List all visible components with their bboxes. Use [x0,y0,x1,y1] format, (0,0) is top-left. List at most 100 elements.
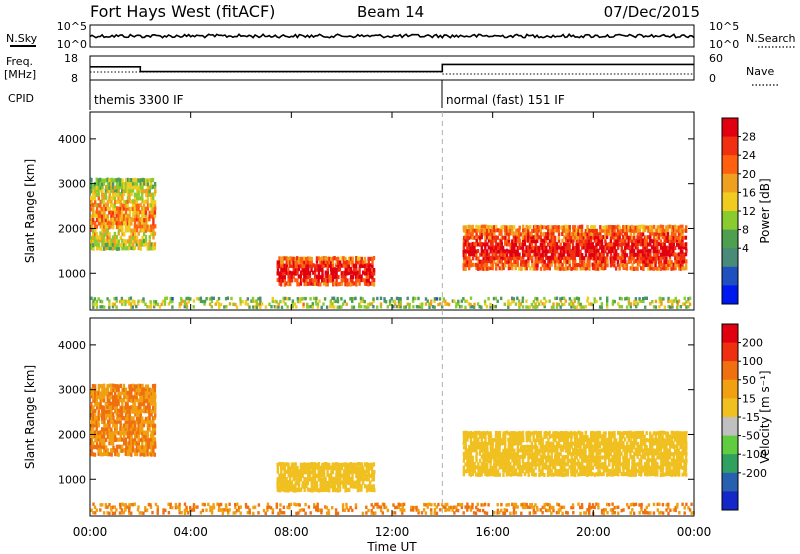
power-cell [575,296,579,300]
velocity-cell [130,394,133,399]
power-cell [568,228,571,233]
velocity-cell [346,470,349,475]
velocity-cell [123,394,126,399]
velocity-cell [101,388,104,393]
velocity-cell [135,441,138,446]
power-cell [117,177,120,182]
power-cell [199,299,203,303]
power-cell [480,245,483,250]
velocity-cell [113,398,117,403]
velocity-cell [548,430,551,435]
velocity-cell [475,465,478,470]
power-cell [591,235,595,240]
power-cell [260,302,264,306]
velocity-cell [504,441,507,446]
velocity-cell [148,423,151,428]
power-cell [121,178,124,183]
velocity-cell [348,462,351,467]
power-cell [615,249,618,254]
power-cell [239,300,242,304]
velocity-cell [307,476,310,481]
power-cell [411,299,415,303]
velocity-cell [600,448,604,453]
velocity-cell [152,437,155,443]
velocity-cell [150,409,153,414]
power-cell [645,259,648,264]
velocity-cell [462,458,466,463]
velocity-cell [133,426,137,432]
power-cell [523,235,527,240]
velocity-cell [552,445,555,450]
power-cell [134,213,137,218]
power-cell [337,256,340,261]
power-cell [319,264,322,269]
power-cell [270,305,273,309]
power-cell [613,263,616,268]
power-cell [618,225,621,230]
power-cell [246,297,249,301]
velocity-cell [566,462,570,467]
power-cell [115,246,119,251]
power-cell [582,305,586,309]
power-cell [590,231,593,236]
power-cell [106,297,109,301]
power-cell [631,266,634,271]
velocity-cell [608,448,611,452]
power-cell [469,302,472,307]
power-cell [650,245,654,250]
power-cell [121,302,124,306]
velocity-cell [623,437,627,442]
power-cell [466,228,469,233]
velocity-cell [652,431,655,436]
velocity-cell [489,448,493,453]
velocity-cell [94,402,97,407]
velocity-cell [468,472,471,477]
power-cell [367,270,370,275]
velocity-cell [503,458,507,463]
power-cell [604,229,607,234]
power-cell [316,274,319,279]
power-cell [513,256,516,261]
power-cell [131,202,135,208]
power-cell [117,239,121,244]
velocity-cell [611,472,615,477]
power-cell [631,252,634,257]
power-cell [557,302,560,307]
power-cell [665,262,668,267]
nsky-panel: N.Sky 10^5 10^0 10^5 10^0 N.Search [6,20,796,51]
power-cell [372,256,376,261]
power-cell [592,253,595,257]
velocity-cell [534,430,537,435]
velocity-cell [516,441,520,446]
power-cell [466,256,469,261]
power-cell [464,259,468,264]
power-cell [239,297,242,301]
velocity-cell [548,455,551,460]
power-cell [349,282,353,287]
power-cell [548,239,552,244]
velocity-cell [142,405,146,410]
power-cell [593,238,597,243]
power-cell [541,253,545,258]
velocity-cell [280,487,283,492]
power-cell [126,203,129,208]
power-cell [638,299,641,304]
velocity-cell [531,452,534,457]
power-cell [674,238,677,243]
velocity-cell [557,444,561,449]
velocity-cell [95,430,99,435]
power-cell [145,181,148,187]
power-cell [636,239,640,244]
power-cell [658,305,661,309]
velocity-cell [321,465,324,471]
power-cell [313,274,317,279]
velocity-cell [128,394,131,400]
velocity-cell [372,473,376,478]
power-cell [656,228,659,233]
velocity-cell [290,465,294,470]
velocity-cell [137,391,141,396]
velocity-cell [511,437,514,442]
velocity-cell [466,461,469,466]
power-cell [309,297,312,301]
velocity-cell [625,472,629,477]
